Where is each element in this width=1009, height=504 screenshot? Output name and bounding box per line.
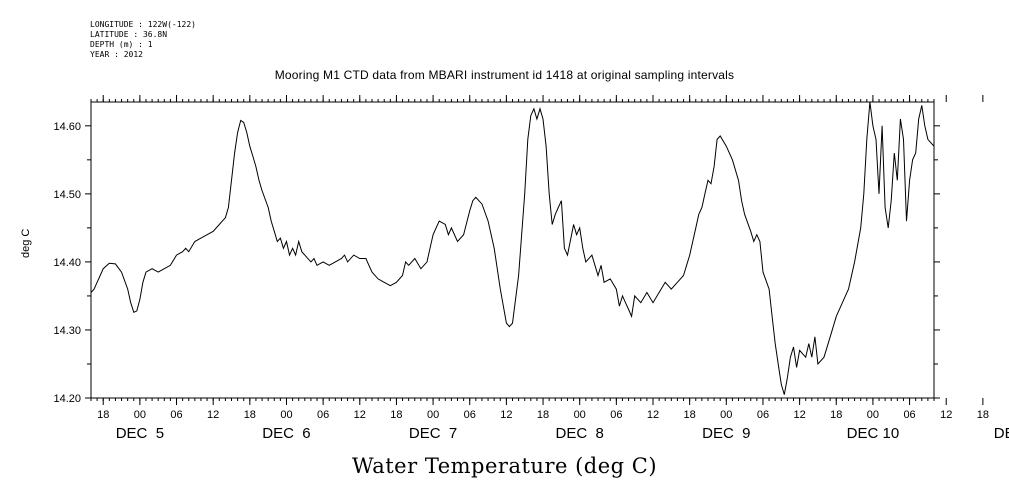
x-tick-label: 18 xyxy=(830,409,842,421)
x-tick-label: 00 xyxy=(720,409,732,421)
metadata-block: LONGITUDE : 122W(-122) LATITUDE : 36.8N … xyxy=(90,20,196,60)
x-tick-label: 00 xyxy=(134,409,146,421)
x-tick-label: 06 xyxy=(464,409,476,421)
x-tick-label: 18 xyxy=(977,409,989,421)
meta-latitude: LATITUDE : 36.8N xyxy=(90,30,168,39)
x-tick-label: 00 xyxy=(280,409,292,421)
y-axis: 14.20 14.30 14.40 14.50 14.60 xyxy=(53,121,940,405)
y-tick-label: 14.20 xyxy=(53,393,81,405)
x-tick-label: 12 xyxy=(354,409,366,421)
plot-frame xyxy=(90,101,935,399)
x-tick-label: 12 xyxy=(647,409,659,421)
x-tick-label: 18 xyxy=(97,409,109,421)
y-tick-label: 14.40 xyxy=(53,257,81,269)
x-tick-label: 06 xyxy=(170,409,182,421)
meta-longitude: LONGITUDE : 122W(-122) xyxy=(90,20,196,29)
x-day-label: DEC 7 xyxy=(409,425,457,442)
x-tick-label: 18 xyxy=(244,409,256,421)
x-day-label: DEC 8 xyxy=(556,425,604,442)
x-day-label: DEC 5 xyxy=(116,425,164,442)
y-tick-label: 14.30 xyxy=(53,325,81,337)
y-tick-label: 14.50 xyxy=(53,189,81,201)
x-day-label: DEC 9 xyxy=(702,425,750,442)
x-tick-label: 12 xyxy=(500,409,512,421)
x-tick-label: 12 xyxy=(207,409,219,421)
meta-year: YEAR : 2012 xyxy=(90,50,143,59)
meta-depth: DEPTH (m) : 1 xyxy=(90,40,153,49)
x-tick-label: 06 xyxy=(317,409,329,421)
x-tick-label: 12 xyxy=(940,409,952,421)
x-tick-label: 18 xyxy=(537,409,549,421)
x-day-label: DEC 6 xyxy=(262,425,310,442)
x-day-label: DEC 10 xyxy=(847,425,900,442)
x-tick-label: 06 xyxy=(610,409,622,421)
x-axis-label: Water Temperature (deg C) xyxy=(351,454,658,478)
x-tick-label: 12 xyxy=(793,409,805,421)
x-tick-label: 00 xyxy=(574,409,586,421)
x-axis: 18 00 06 12 18 00 06 12 18 00 06 12 18 00 06 12 18 00 06 12… xyxy=(97,95,1009,442)
x-tick-label: 18 xyxy=(684,409,696,421)
chart-title: Mooring M1 CTD data from MBARI instrumen… xyxy=(274,68,735,82)
x-tick-label: 18 xyxy=(390,409,402,421)
x-day-label: DEC 11 xyxy=(994,425,1009,442)
x-tick-label: 00 xyxy=(867,409,879,421)
x-tick-label: 00 xyxy=(427,409,439,421)
x-tick-label: 06 xyxy=(757,409,769,421)
minor-ticks xyxy=(90,99,935,401)
y-tick-label: 14.60 xyxy=(53,121,81,133)
temperature-series-line xyxy=(90,101,935,395)
x-tick-label: 06 xyxy=(903,409,915,421)
